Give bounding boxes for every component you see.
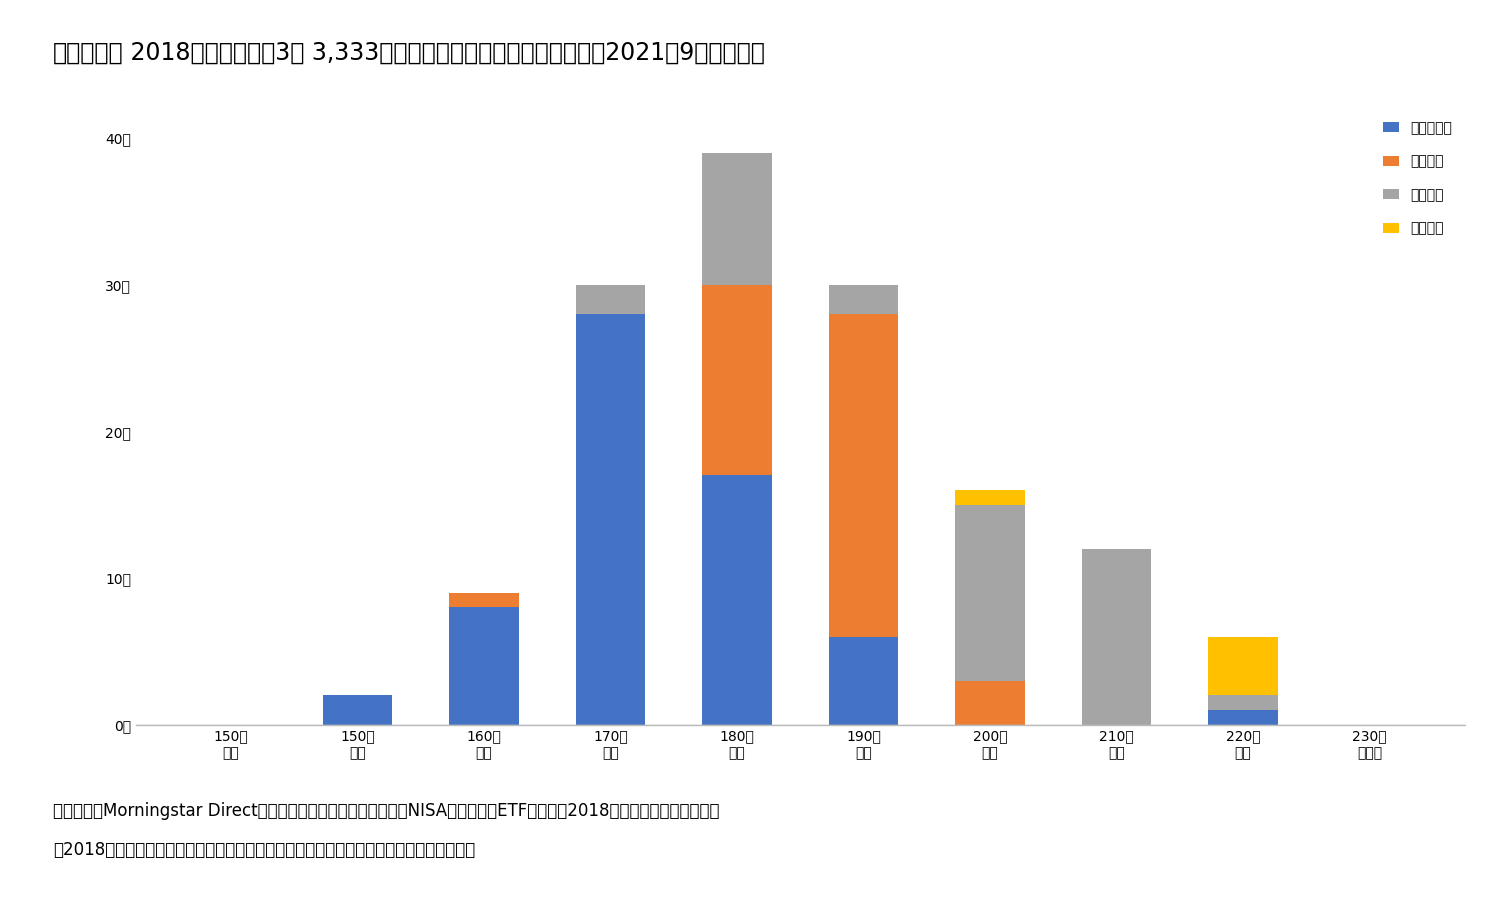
Bar — [1208, 637, 1277, 696]
Bar — [1208, 710, 1277, 725]
Bar — [450, 607, 519, 725]
Bar — [702, 476, 772, 725]
Text: 【図表２】: 【図表２】 — [53, 41, 124, 64]
Bar — [702, 284, 772, 476]
Bar — [323, 696, 393, 725]
Text: 2018年から毎月初3万 3,333円買付した場合の対象商品の分布（2021年9月末時点）: 2018年から毎月初3万 3,333円買付した場合の対象商品の分布（2021年9… — [124, 41, 766, 64]
Text: （資料）　Morningstar Directより作成。　分析時点のつみたてNISA対象商品（ETFや設定が2018年以降のものは除く）。: （資料） Morningstar Directより作成。 分析時点のつみたてNI… — [53, 802, 719, 820]
Bar — [1081, 549, 1151, 725]
Bar — [956, 505, 1025, 680]
Bar — [829, 637, 898, 725]
Legend: バランス型, 国内株式, 外国株式, 米国株式: バランス型, 国内株式, 外国株式, 米国株式 — [1377, 116, 1457, 241]
Bar — [1208, 696, 1277, 710]
Bar — [956, 490, 1025, 505]
Bar — [575, 284, 645, 314]
Bar — [450, 593, 519, 607]
Bar — [575, 314, 645, 725]
Bar — [956, 680, 1025, 725]
Bar — [829, 284, 898, 314]
Bar — [702, 153, 772, 284]
Bar — [829, 314, 898, 637]
Text: 2018年時点では対象商品に含まれていなかったものを含む。イボットソン分類で分類。: 2018年時点では対象商品に含まれていなかったものを含む。イボットソン分類で分類… — [53, 841, 476, 859]
